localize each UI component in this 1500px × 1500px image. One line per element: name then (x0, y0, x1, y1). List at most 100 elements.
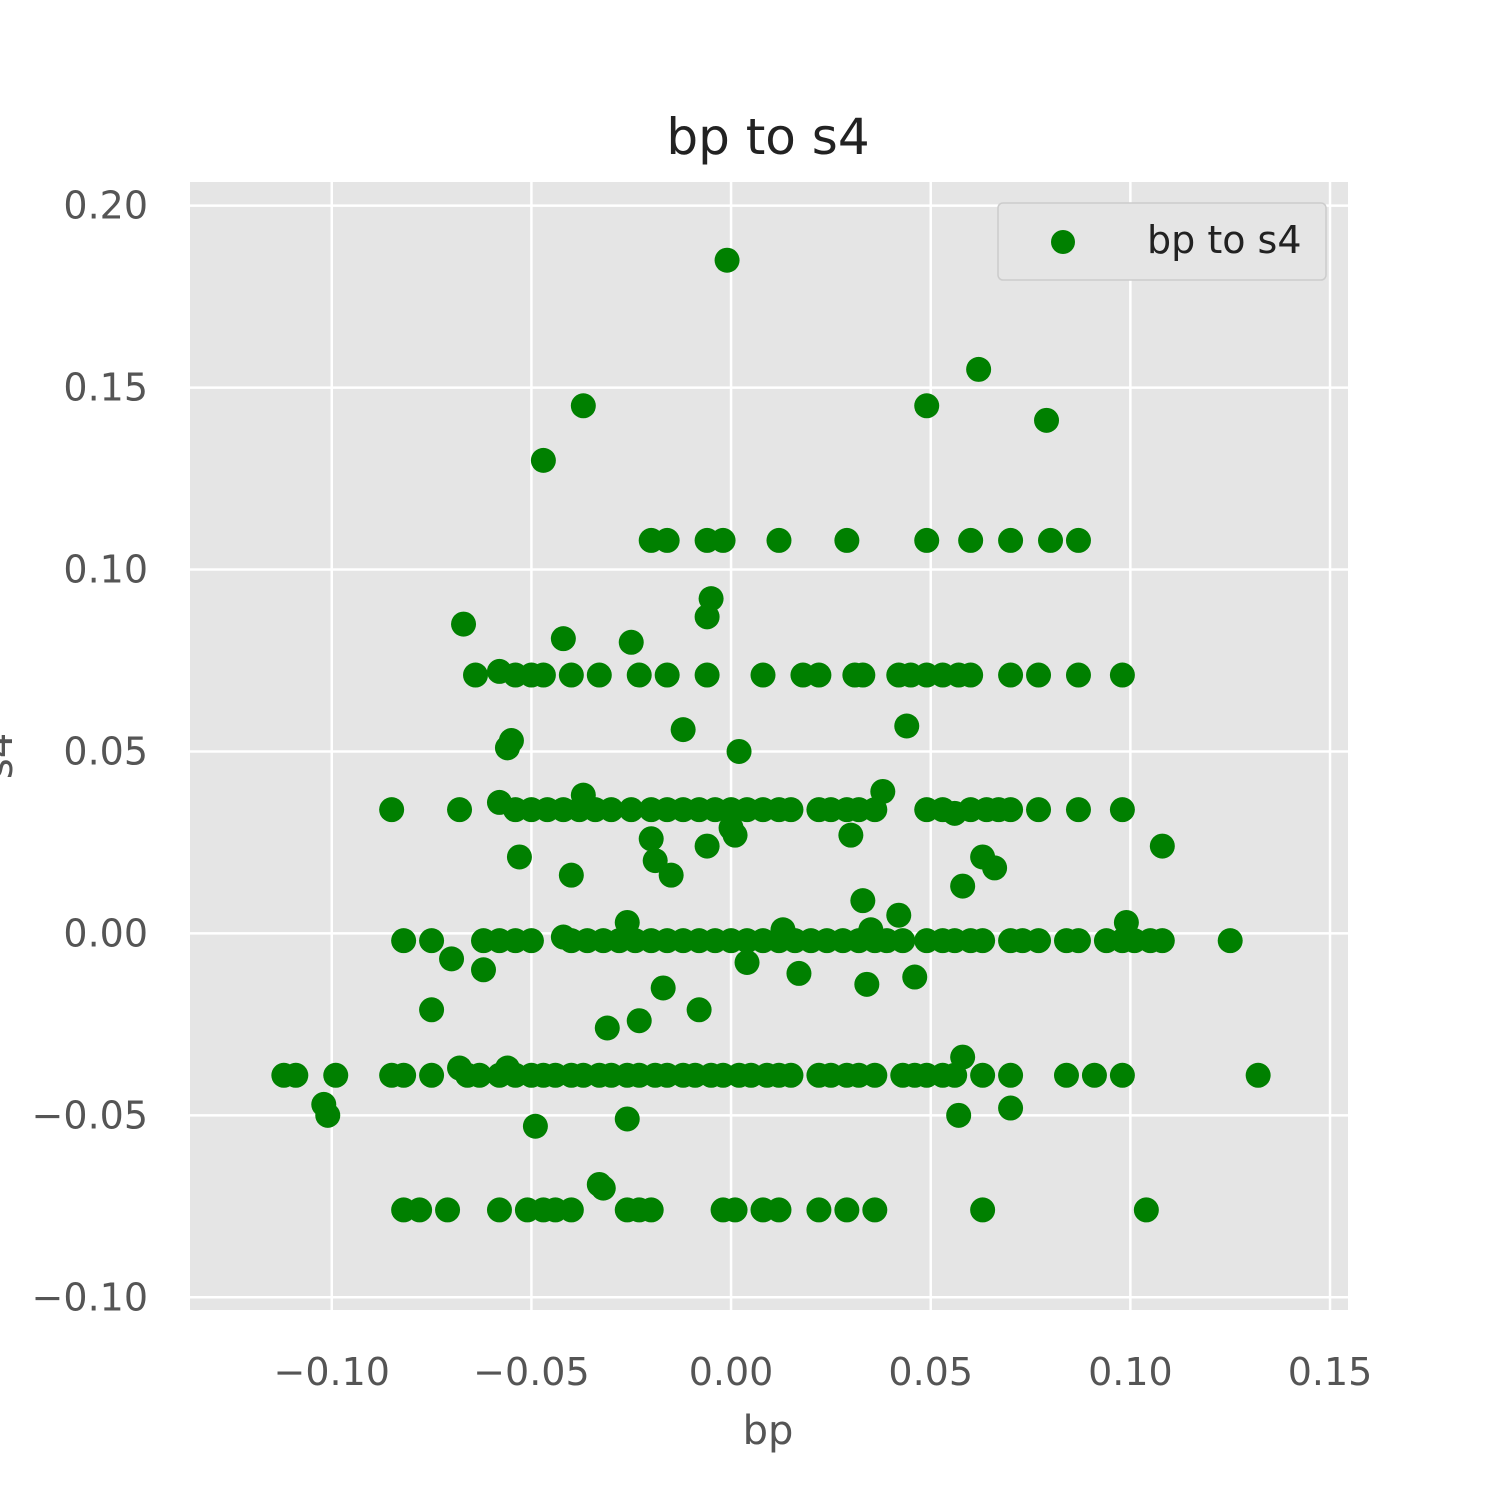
data-point (626, 1008, 652, 1034)
data-point (1109, 797, 1135, 823)
data-point (1038, 527, 1064, 553)
legend: bp to s4 (997, 202, 1327, 281)
data-point (1133, 1197, 1159, 1223)
data-point (1245, 1062, 1271, 1088)
x-axis-label: bp (743, 1408, 794, 1454)
data-point (806, 1197, 832, 1223)
y-tick-label: −0.05 (32, 1093, 148, 1137)
data-point (670, 717, 696, 743)
data-point (618, 629, 644, 655)
data-point (626, 662, 652, 688)
data-point (958, 662, 984, 688)
x-tick-label: 0.15 (1288, 1350, 1373, 1394)
data-point (315, 1102, 341, 1128)
data-point (506, 844, 532, 870)
data-point (419, 997, 445, 1023)
data-point (1065, 928, 1091, 954)
data-point (586, 662, 612, 688)
data-point (1026, 928, 1052, 954)
data-point (982, 855, 1008, 881)
y-tick-label: 0.00 (63, 911, 148, 955)
data-point (902, 964, 928, 990)
data-point (778, 797, 804, 823)
x-tick-label: 0.00 (689, 1350, 774, 1394)
data-point (894, 713, 920, 739)
data-point (958, 527, 984, 553)
data-point (494, 735, 520, 761)
data-point (1065, 527, 1091, 553)
data-point (1065, 797, 1091, 823)
data-point (618, 797, 644, 823)
data-point (886, 902, 912, 928)
data-point (391, 928, 417, 954)
data-point (854, 971, 880, 997)
data-point (463, 662, 489, 688)
data-point (890, 928, 916, 954)
data-point (598, 797, 624, 823)
data-point (451, 611, 477, 637)
data-point (1026, 797, 1052, 823)
data-point (654, 527, 680, 553)
data-point (594, 1015, 620, 1041)
data-point (998, 797, 1024, 823)
data-point (614, 1106, 640, 1132)
data-point (834, 527, 860, 553)
data-point (1026, 662, 1052, 688)
data-point (642, 848, 668, 874)
data-point (726, 738, 752, 764)
data-point (323, 1062, 349, 1088)
legend-label: bp to s4 (1147, 218, 1302, 262)
data-point (650, 975, 676, 1001)
data-point (1149, 833, 1175, 859)
data-point (766, 1197, 792, 1223)
data-point (966, 356, 992, 382)
data-point (970, 928, 996, 954)
data-point (970, 1062, 996, 1088)
data-point (283, 1062, 309, 1088)
data-point (694, 662, 720, 688)
data-point (694, 833, 720, 859)
data-point (638, 1197, 664, 1223)
data-point (722, 1197, 748, 1223)
x-tick-label: −0.05 (473, 1350, 589, 1394)
y-tick-label: 0.05 (63, 729, 148, 773)
data-point (658, 862, 684, 888)
data-point (914, 527, 940, 553)
data-point (530, 662, 556, 688)
data-point (379, 797, 405, 823)
data-point (654, 662, 680, 688)
data-point (558, 1197, 584, 1223)
y-tick-label: 0.10 (63, 548, 148, 592)
chart-title: bp to s4 (666, 108, 869, 166)
data-point (722, 822, 748, 848)
data-point (950, 873, 976, 899)
data-point (942, 1062, 968, 1088)
data-point (1053, 1062, 1079, 1088)
data-point (1065, 662, 1091, 688)
data-point (470, 957, 496, 983)
data-point (998, 662, 1024, 688)
x-tick-label: 0.05 (888, 1350, 973, 1394)
legend-box (997, 202, 1327, 281)
data-point (1081, 1062, 1107, 1088)
data-point (558, 662, 584, 688)
data-point (998, 527, 1024, 553)
data-point (786, 960, 812, 986)
x-tick-label: 0.10 (1088, 1350, 1173, 1394)
data-points (271, 247, 1271, 1223)
data-point (435, 1197, 461, 1223)
data-point (419, 928, 445, 954)
data-point (419, 1062, 445, 1088)
data-point (970, 1197, 996, 1223)
data-point (486, 1197, 512, 1223)
data-point (914, 393, 940, 419)
data-point (862, 797, 888, 823)
data-point (806, 662, 832, 688)
data-point (407, 1197, 433, 1223)
y-tick-label: 0.15 (63, 366, 148, 410)
data-point (850, 888, 876, 914)
data-point (850, 662, 876, 688)
data-point (467, 1062, 492, 1088)
data-point (518, 928, 544, 954)
